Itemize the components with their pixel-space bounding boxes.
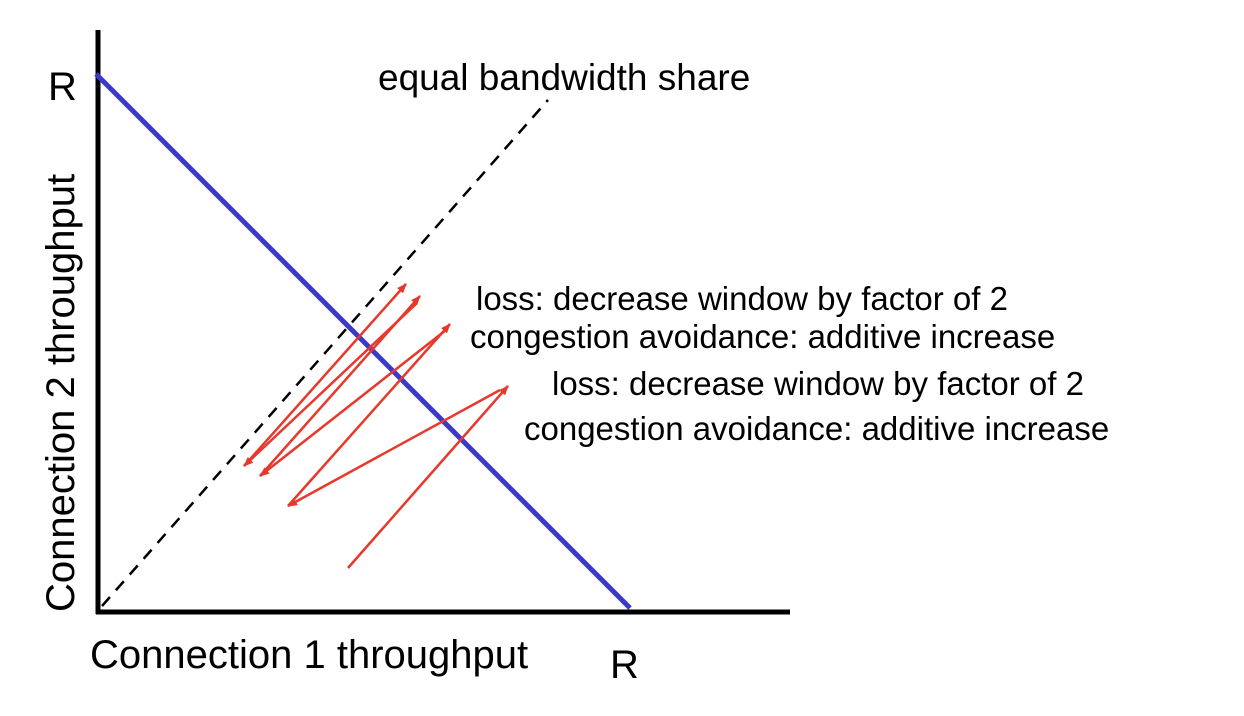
annotation-ca-2: congestion avoidance: additive increase (524, 410, 1109, 447)
trajectory-arrow (287, 388, 501, 508)
equal-share-label: equal bandwidth share (378, 57, 750, 98)
trajectory-arrow (243, 283, 407, 467)
x-max-label: R (610, 643, 639, 687)
trajectory-arrow (287, 323, 451, 507)
x-axis-label: Connection 1 throughput (90, 633, 528, 677)
trajectory-arrow (243, 303, 417, 467)
annotation-ca-1: congestion avoidance: additive increase (470, 318, 1055, 355)
y-axis-label: Connection 2 throughput (39, 174, 83, 612)
trajectory-arrow (259, 329, 447, 477)
full-utilization-line (94, 72, 632, 610)
y-max-label: R (48, 65, 77, 109)
equal-share-line (101, 99, 549, 607)
aimd-trajectory (243, 283, 509, 569)
trajectory-arrow (347, 385, 509, 569)
annotation-loss-2: loss: decrease window by factor of 2 (552, 365, 1084, 402)
annotation-loss-1: loss: decrease window by factor of 2 (476, 280, 1008, 317)
